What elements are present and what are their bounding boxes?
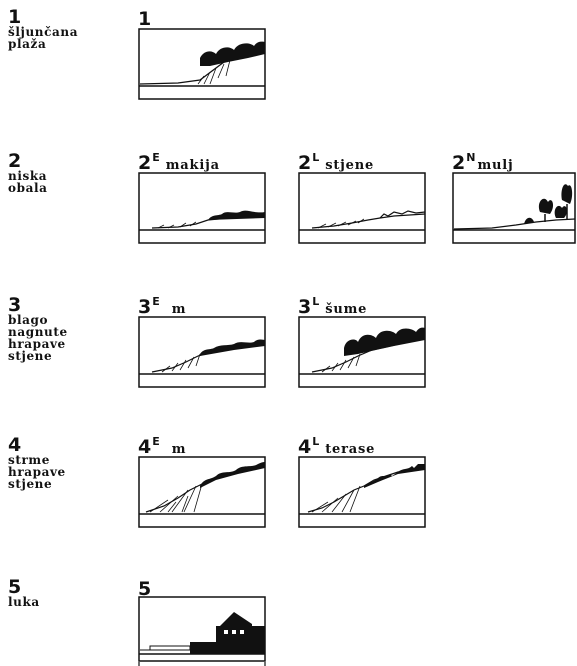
row-label: 4 strme hrapave stjene: [8, 434, 128, 491]
coast-profile-gentle-slope-maquis: [138, 316, 266, 388]
coast-profile-mud: [452, 172, 576, 244]
panel-number: 2: [138, 152, 152, 174]
row-number: 5: [8, 576, 22, 598]
panel-superscript: N: [466, 151, 476, 164]
panel-caption: šume: [325, 302, 368, 317]
row-number: 3: [8, 294, 22, 316]
panel-title: 2Emakija: [138, 151, 220, 174]
panel-number: 4: [298, 436, 312, 458]
panel-caption: m: [171, 302, 187, 317]
coast-profile-harbour: [138, 596, 266, 666]
panel-title: 2Lstjene: [298, 151, 375, 174]
panel-number: 2: [452, 152, 466, 174]
row-number: 1: [8, 6, 22, 28]
row-description: blago nagnute hrapave stjene: [8, 313, 68, 363]
panel-superscript: L: [312, 435, 320, 448]
row-description: niska obala: [8, 169, 48, 195]
panel-number: 2: [298, 152, 312, 174]
row-description: strme hrapave stjene: [8, 453, 66, 491]
panel-title: 1: [138, 8, 158, 30]
row-number: 2: [8, 150, 22, 172]
coast-profile-low-maquis: [138, 172, 266, 244]
row-label: 3 blago nagnute hrapave stjene: [8, 294, 128, 363]
panel-superscript: L: [312, 151, 320, 164]
panel-title: 4Em: [138, 435, 187, 458]
panel-number: 3: [138, 296, 152, 318]
row-label: 2 niska obala: [8, 150, 128, 195]
row-label: 1 šljunčana plaža: [8, 6, 128, 51]
row-description: šljunčana plaža: [8, 25, 79, 51]
panel-number: 1: [138, 8, 152, 30]
panel-title: 3Lšume: [298, 295, 368, 318]
panel-superscript: E: [152, 151, 160, 164]
coast-profile-gentle-slope-forest: [298, 316, 426, 388]
panel-title: 4Lterase: [298, 435, 376, 458]
panel-caption: mulj: [477, 158, 514, 173]
panel-superscript: E: [152, 295, 160, 308]
row-description: luka: [8, 595, 40, 609]
panel-title: 3Em: [138, 295, 187, 318]
row-number: 4: [8, 434, 22, 456]
panel-caption: makija: [165, 158, 220, 173]
panel-caption: terase: [325, 442, 376, 457]
panel-caption: stjene: [325, 158, 375, 173]
coast-profile-steep-slope-maquis: [138, 456, 266, 528]
panel-title: 2Nmulj: [452, 151, 514, 174]
panel-superscript: L: [312, 295, 320, 308]
coast-profile-low-rocks: [298, 172, 426, 244]
panel-number: 5: [138, 578, 152, 600]
panel-number: 4: [138, 436, 152, 458]
row-label: 5 luka: [8, 576, 128, 609]
panel-number: 3: [298, 296, 312, 318]
panel-title: 5: [138, 578, 158, 600]
coast-profile-steep-slope-terraces: [298, 456, 426, 528]
panel-superscript: E: [152, 435, 160, 448]
coast-profile-gravel-beach: [138, 28, 266, 100]
panel-caption: m: [171, 442, 187, 457]
